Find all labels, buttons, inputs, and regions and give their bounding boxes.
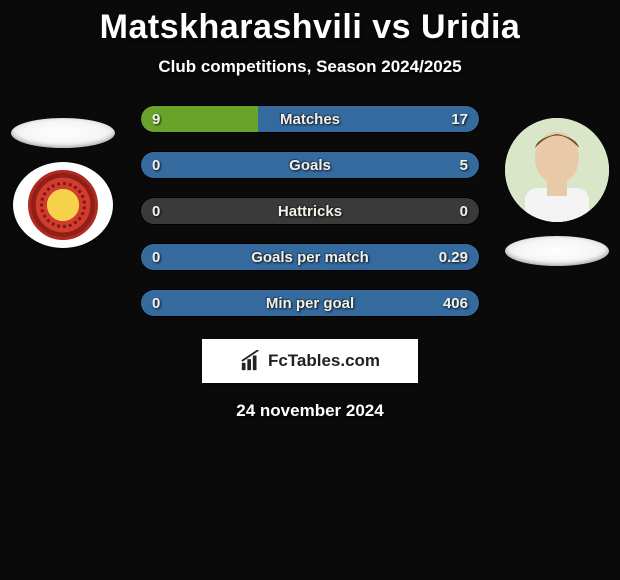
- stat-bar-right-fill: [141, 290, 479, 316]
- page-title: Matskharashvili vs Uridia: [0, 0, 620, 47]
- stat-bar-track: [140, 289, 480, 317]
- stats-section: Matches917 Goals05 Hattricks00 Goals per ma…: [0, 105, 620, 421]
- date-text: 24 november 2024: [0, 401, 620, 421]
- brand-text: FcTables.com: [268, 351, 380, 371]
- stat-row: Goals per match00.29: [140, 243, 480, 271]
- stat-bar-track: [140, 197, 480, 225]
- stat-row: Matches917: [140, 105, 480, 133]
- stat-bar-right-fill: [141, 152, 479, 178]
- stat-bar-track: [140, 105, 480, 133]
- stat-bars: Matches917 Goals05 Hattricks00 Goals per ma…: [140, 105, 480, 317]
- stat-row: Goals05: [140, 151, 480, 179]
- stat-bar-right-fill: [258, 106, 479, 132]
- stat-bar-left-fill: [141, 106, 258, 132]
- subtitle: Club competitions, Season 2024/2025: [0, 57, 620, 77]
- stat-row: Hattricks00: [140, 197, 480, 225]
- brand-box[interactable]: FcTables.com: [202, 339, 418, 383]
- bar-chart-icon: [240, 350, 262, 372]
- stat-bar-right-fill: [141, 244, 479, 270]
- stat-bar-track: [140, 151, 480, 179]
- stat-bar-track: [140, 243, 480, 271]
- stat-row: Min per goal0406: [140, 289, 480, 317]
